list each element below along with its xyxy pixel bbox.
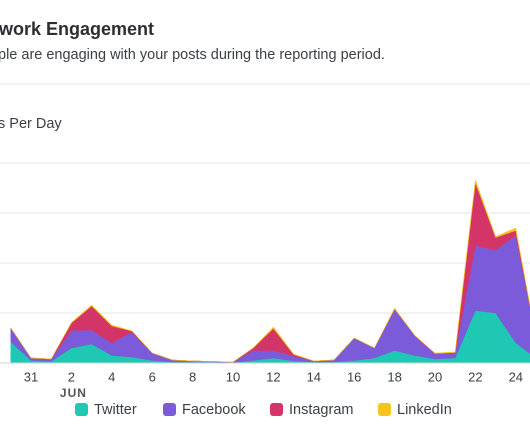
legend-label: Instagram — [289, 402, 353, 418]
x-tick-label: 6 — [149, 369, 156, 384]
x-tick-label: 31 — [24, 369, 38, 384]
legend-swatch — [163, 403, 176, 416]
x-tick-label: 14 — [307, 369, 321, 384]
legend-label: LinkedIn — [397, 402, 452, 418]
legend-label: Twitter — [94, 402, 137, 418]
legend-swatch — [378, 403, 391, 416]
y-axis-label: s Per Day — [0, 116, 62, 132]
chart-title: work Engagement — [0, 19, 154, 39]
x-tick-label: 2 — [68, 369, 75, 384]
x-tick-label: 22 — [468, 369, 482, 384]
x-tick-label: 12 — [266, 369, 280, 384]
chart-subtitle: ple are engaging with your posts during … — [0, 47, 385, 63]
x-tick-label: 24 — [509, 369, 523, 384]
legend-swatch — [270, 403, 283, 416]
x-tick-label: 16 — [347, 369, 361, 384]
x-tick-label: 20 — [428, 369, 442, 384]
x-tick-label: 4 — [108, 369, 115, 384]
legend-swatch — [75, 403, 88, 416]
x-sublabel: JUN — [60, 386, 87, 400]
area-linkedin — [10, 179, 530, 363]
x-tick-label: 10 — [226, 369, 240, 384]
x-tick-label: 18 — [387, 369, 401, 384]
plot-area — [0, 162, 530, 364]
legend-label: Facebook — [182, 402, 246, 418]
x-tick-label: 8 — [189, 369, 196, 384]
